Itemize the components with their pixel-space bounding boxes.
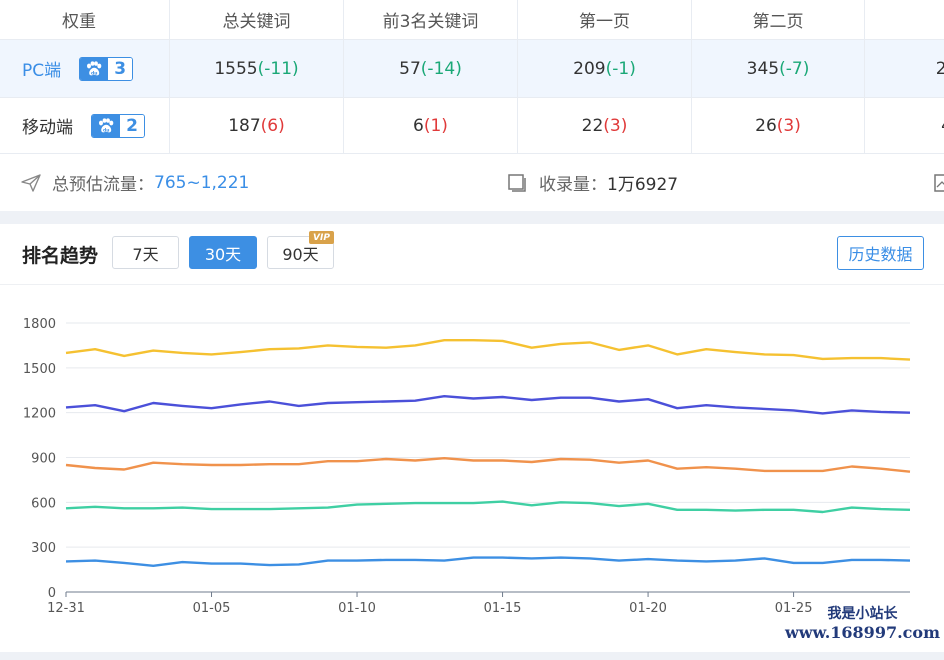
ranking-trend-chart: 0 300 600 900 1200 1500 1800 12-31 01-05 01-10 01-… [23, 317, 911, 616]
cell-value: 57 [399, 58, 421, 79]
y-tick-label: 600 [31, 496, 56, 511]
pc-top3-keywords[interactable]: 57 (-14) [344, 40, 518, 97]
mobile-top3-keywords[interactable]: 6 (1) [344, 98, 518, 153]
baidu-weight-level-mobile: 2 [120, 114, 144, 137]
range-30d-button[interactable]: 30天 [189, 236, 257, 269]
mobile-page-three[interactable]: 41 [865, 98, 944, 153]
y-tick-label: 1500 [23, 362, 56, 377]
table-row-pc: PC端 du 3 1555 (-11) 57 (-14) 209 (-1) 345 (-… [0, 40, 944, 98]
watermark-line1: 我是小站长 [827, 606, 898, 622]
keyword-stats-panel: 权重 总关键词 前3名关键词 第一页 第二页 第 PC端 du 3 1555(-… [0, 0, 944, 211]
x-tick-label: 01-10 [338, 601, 376, 616]
vip-badge: VIP [309, 231, 334, 244]
trend-title: 排名趋势 [22, 245, 99, 267]
index-label: 收录量： [539, 175, 607, 195]
table-row-mobile: 移动端 du 2 187(6) 6(1) 22(3) 26(3) 41 [0, 98, 944, 154]
cell-change: (6) [260, 115, 285, 136]
platform-label-pc: PC端 [22, 61, 62, 81]
image-icon [934, 154, 944, 211]
pc-total-keywords[interactable]: 1555 (-11) [170, 40, 344, 97]
header-page-one: 第一页 [518, 0, 692, 39]
baidu-weight-level-pc: 3 [108, 57, 133, 80]
pc-page-three[interactable]: 250 [865, 40, 944, 97]
cell-value: 187 [228, 115, 261, 136]
ranking-trend-panel: 排名趋势 7天 30天 90天 VIP 历史数据 0 300 600 900 1200 1… [0, 224, 944, 652]
table-header-row: 权重 总关键词 前3名关键词 第一页 第二页 第 [0, 0, 944, 40]
baidu-paw-icon: du [92, 114, 120, 137]
series-line-2 [65, 394, 911, 415]
pc-page-two[interactable]: 345 (-7) [692, 40, 865, 97]
traffic-value: 765~1,221 [154, 172, 250, 193]
cell-change: (3) [776, 115, 801, 136]
y-tick-label: 1200 [23, 407, 56, 422]
cell-value: 1555 [214, 58, 258, 79]
series-line-1 [65, 339, 911, 361]
x-tick-label: 01-25 [775, 601, 813, 616]
header-page-three: 第 [865, 0, 944, 39]
y-tick-label: 1800 [23, 317, 56, 332]
x-tick-label: 01-20 [629, 601, 667, 616]
cell-value: 22 [581, 115, 604, 136]
cell-value: 250 [935, 58, 944, 79]
range-7d-button[interactable]: 7天 [112, 236, 179, 269]
baidu-weight-badge-mobile[interactable]: du 2 [91, 113, 145, 138]
series-line-4 [65, 500, 911, 514]
cell-value: 209 [573, 58, 606, 79]
mobile-page-one[interactable]: 22 (3) [518, 98, 692, 153]
watermark: 我是小站长 www.168997.com [785, 603, 940, 642]
baidu-paw-icon: du [80, 57, 109, 80]
mobile-total-keywords[interactable]: 187 (6) [170, 98, 344, 153]
y-tick-label: 900 [31, 452, 56, 467]
cell-value: 6 [413, 115, 424, 136]
cell-value: 41 [941, 116, 944, 136]
traffic-label: 总预估流量： [52, 175, 154, 195]
cell-change: (1) [423, 115, 448, 136]
cell-change: (-1) [605, 58, 636, 79]
svg-text:du: du [103, 127, 109, 133]
summary-bar: 总预估流量： 765~1,221 收录量： 1万6927 [0, 154, 944, 211]
x-tick-label: 01-15 [484, 601, 522, 616]
history-data-button[interactable]: 历史数据 [837, 236, 924, 270]
index-count: 收录量： 1万6927 [507, 154, 678, 211]
x-tick-label: 01-05 [193, 601, 231, 616]
cell-change: (-11) [257, 58, 299, 79]
platform-cell-mobile: 移动端 du 2 [0, 98, 170, 153]
y-tick-label: 0 [48, 586, 56, 601]
cell-change: (3) [603, 115, 628, 136]
platform-label-mobile: 移动端 [22, 118, 73, 138]
platform-cell-pc: PC端 du 3 [0, 40, 170, 97]
pc-page-one[interactable]: 209 (-1) [518, 40, 692, 97]
x-tick-label: 12-31 [47, 601, 85, 616]
panel-divider [0, 284, 944, 285]
series-line-3 [65, 456, 911, 473]
cell-value: 345 [746, 58, 780, 79]
cell-value: 26 [755, 115, 777, 136]
baidu-weight-badge-pc[interactable]: du 3 [79, 56, 134, 81]
header-top3-keywords: 前3名关键词 [344, 0, 518, 39]
svg-text:du: du [91, 70, 97, 76]
y-tick-label: 300 [31, 541, 56, 556]
series-line-5 [65, 556, 911, 567]
send-icon [20, 173, 42, 193]
cell-change: (-7) [779, 58, 810, 79]
copy-icon [507, 173, 527, 193]
header-total-keywords: 总关键词 [170, 0, 344, 39]
cell-change: (-14) [420, 58, 462, 79]
header-weight: 权重 [0, 0, 170, 39]
traffic-estimate: 总预估流量： 765~1,221 [20, 154, 249, 211]
mobile-page-two[interactable]: 26 (3) [692, 98, 865, 153]
header-page-two: 第二页 [692, 0, 865, 39]
watermark-line2: www.168997.com [785, 623, 940, 642]
index-value: 1万6927 [607, 175, 679, 195]
